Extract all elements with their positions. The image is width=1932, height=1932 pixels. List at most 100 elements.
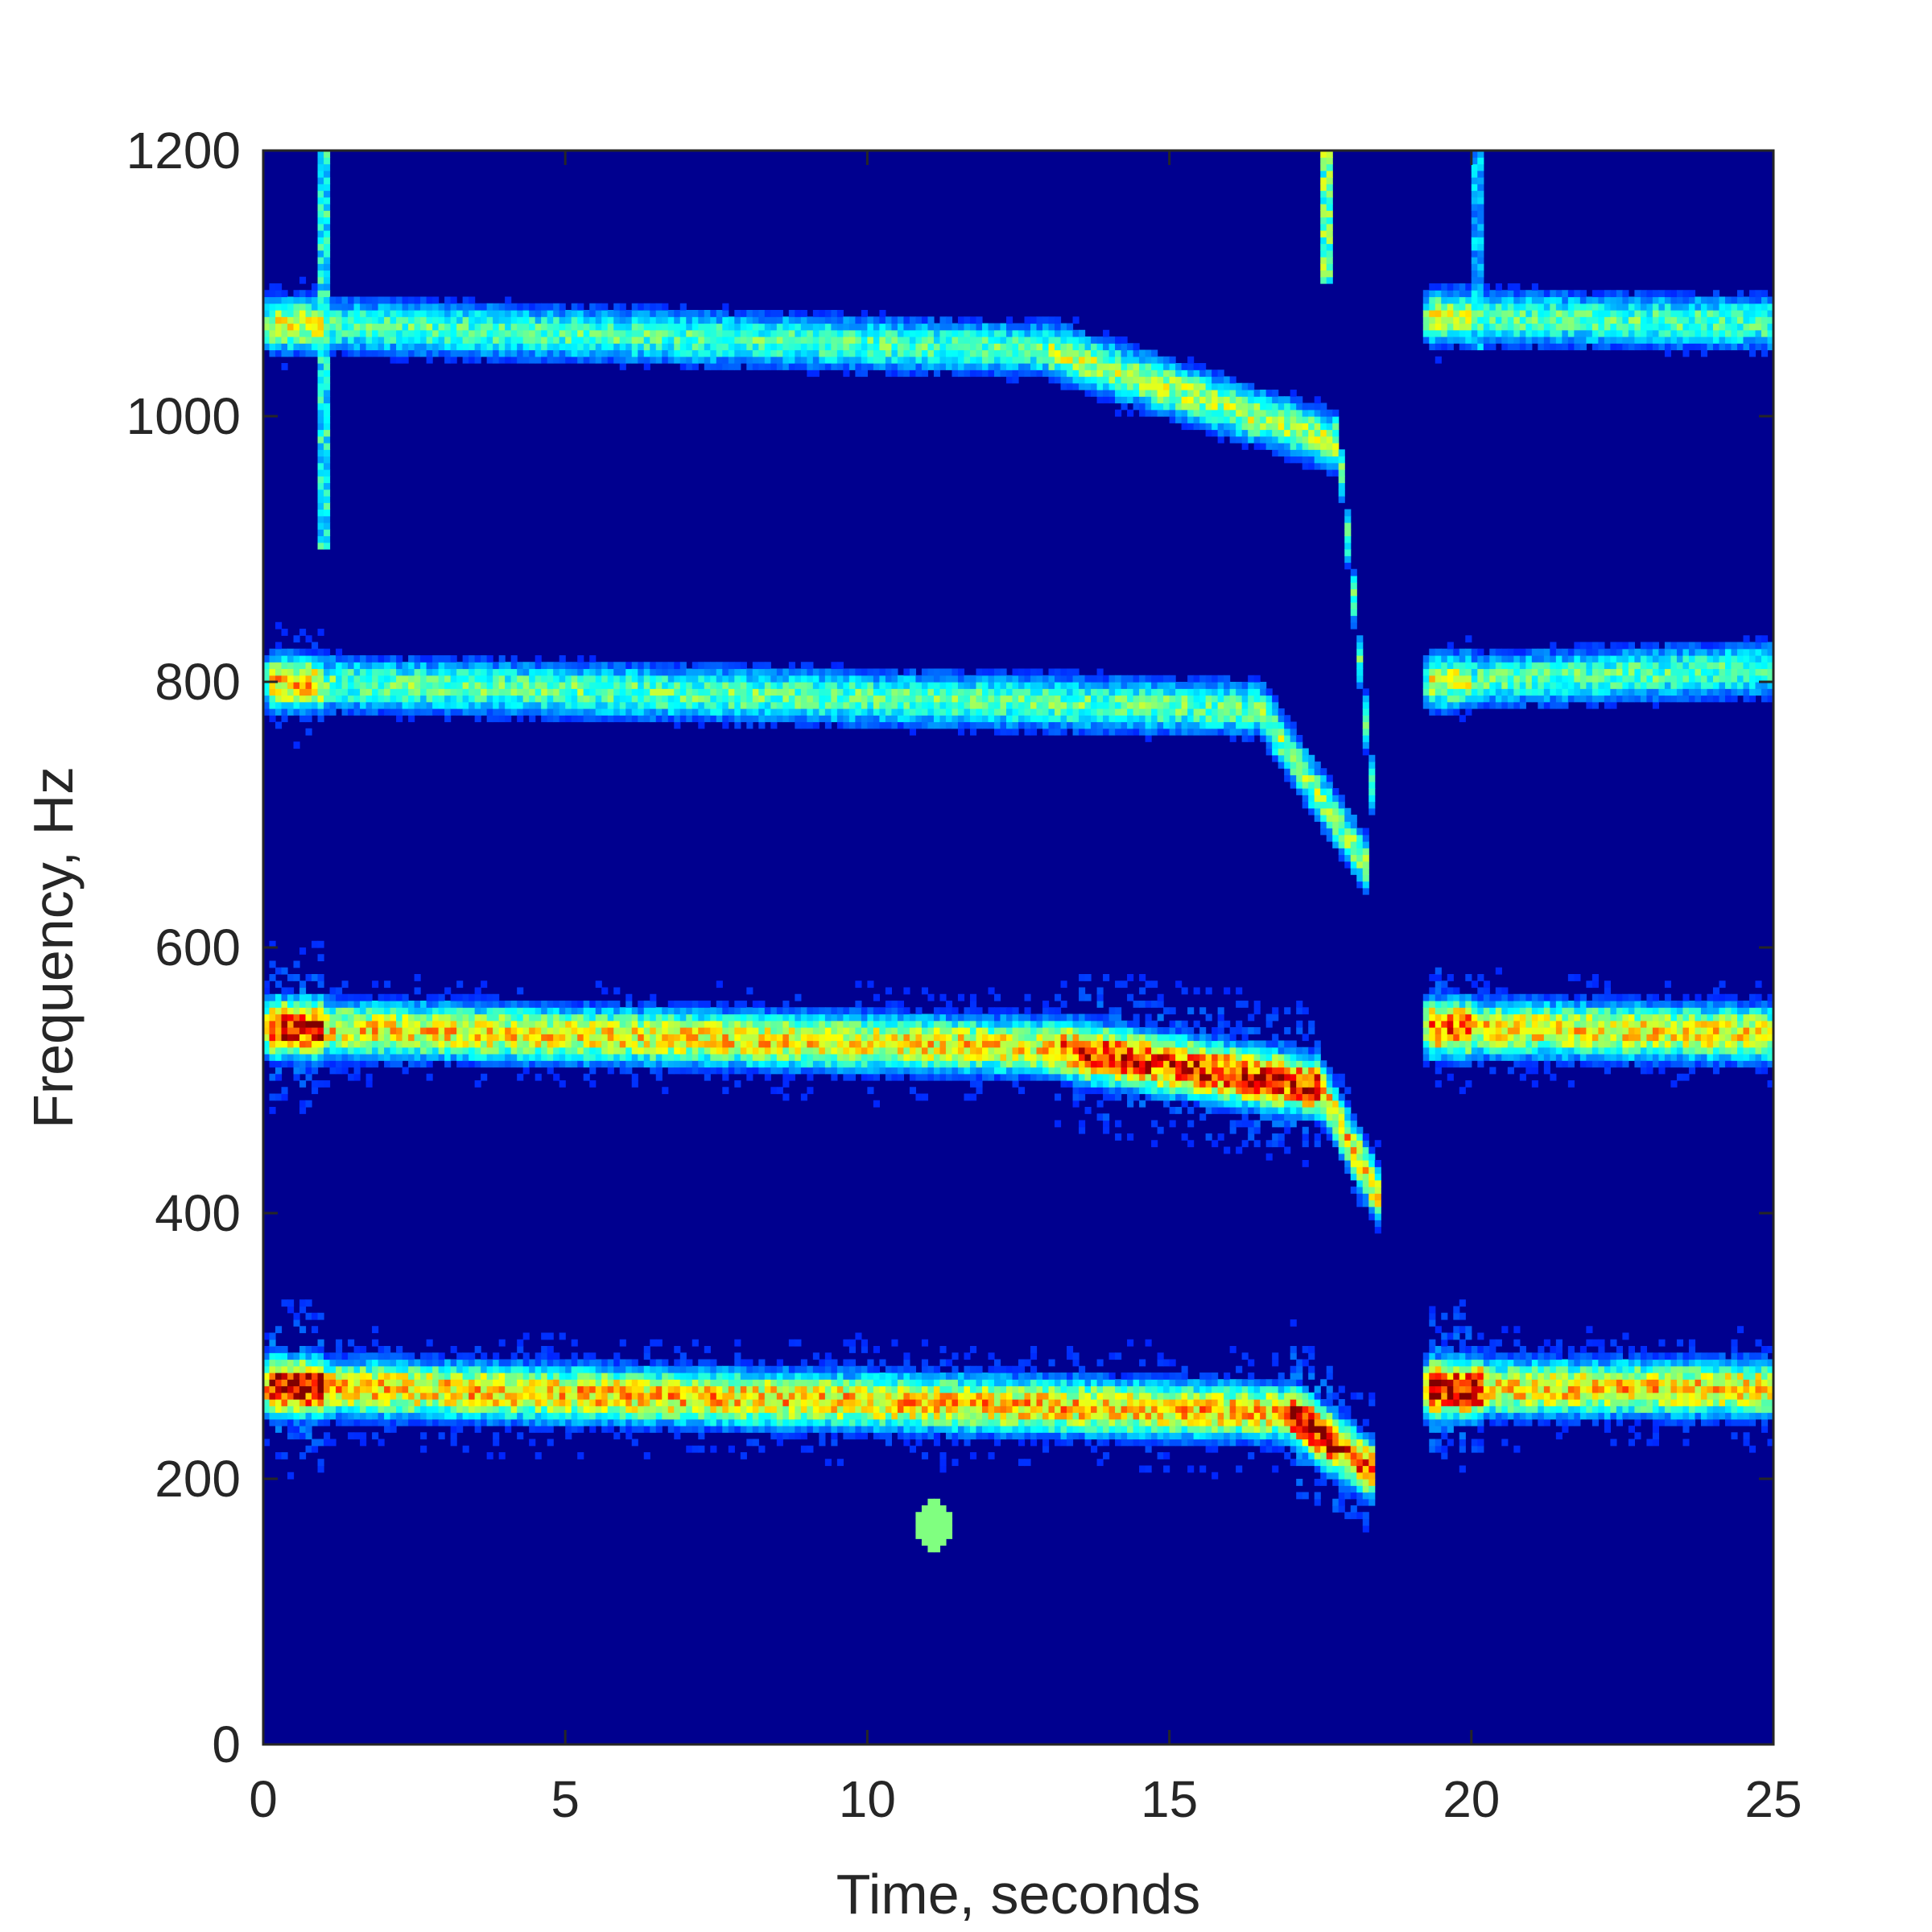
spectrogram-cell	[740, 1046, 747, 1055]
spectrogram-cell	[867, 1060, 874, 1068]
spectrogram-cell	[782, 323, 790, 331]
spectrogram-cell	[933, 349, 941, 357]
spectrogram-cell	[529, 1027, 536, 1034]
spectrogram-cell	[324, 376, 331, 384]
spectrogram-cell	[686, 1399, 693, 1406]
spectrogram-cell	[601, 701, 609, 709]
spectrogram-cell	[263, 662, 270, 670]
spectrogram-cell	[831, 1432, 838, 1440]
spectrogram-cell	[764, 310, 771, 317]
spectrogram-cell	[897, 369, 905, 378]
spectrogram-cell	[782, 1067, 790, 1075]
spectrogram-cell	[643, 675, 650, 683]
spectrogram-cell	[674, 1379, 681, 1387]
spectrogram-cell	[317, 1418, 324, 1426]
spectrogram-cell	[812, 1067, 819, 1075]
spectrogram-cell	[396, 1020, 403, 1028]
spectrogram-cell	[722, 1054, 729, 1061]
spectrogram-cell	[474, 668, 481, 676]
spectrogram-cell	[426, 1001, 433, 1008]
spectrogram-cell	[348, 1054, 355, 1061]
spectrogram-cell	[734, 1013, 741, 1022]
spectrogram-cell	[317, 1385, 324, 1393]
spectrogram-cell	[764, 1373, 771, 1380]
spectrogram-cell	[317, 270, 324, 278]
spectrogram-cell	[360, 682, 367, 689]
spectrogram-cell	[547, 1020, 554, 1028]
spectrogram-cell	[848, 1007, 856, 1015]
spectrogram-cell	[329, 1054, 336, 1061]
spectrogram-cell	[836, 1013, 844, 1022]
spectrogram-cell	[414, 1046, 421, 1055]
spectrogram-cell	[299, 1412, 307, 1420]
spectrogram-cell	[353, 1412, 361, 1420]
spectrogram-cell	[317, 323, 324, 331]
spectrogram-cell	[517, 1020, 524, 1028]
spectrogram-cell	[710, 1412, 717, 1420]
spectrogram-cell	[486, 310, 493, 317]
spectrogram-cell	[631, 1080, 638, 1088]
spectrogram-cell	[498, 343, 506, 351]
spectrogram-cell	[438, 1352, 445, 1360]
spectrogram-cell	[722, 1385, 729, 1393]
spectrogram-cell	[341, 1359, 349, 1367]
spectrogram-cell	[782, 1054, 790, 1061]
spectrogram-cell	[819, 1046, 826, 1055]
spectrogram-cell	[819, 675, 826, 683]
spectrogram-cell	[795, 1040, 802, 1048]
spectrogram-cell	[553, 343, 560, 351]
spectrogram-cell	[547, 1439, 554, 1447]
spectrogram-cell	[390, 1034, 397, 1042]
spectrogram-cell	[450, 1392, 457, 1400]
spectrogram-cell	[336, 329, 343, 337]
spectrogram-cell	[679, 1426, 687, 1433]
spectrogram-cell	[824, 1007, 832, 1015]
spectrogram-cell	[758, 1020, 766, 1028]
spectrogram-cell	[571, 715, 578, 723]
spectrogram-cell	[679, 1001, 687, 1008]
spectrogram-cell	[897, 1406, 905, 1414]
spectrogram-cell	[287, 1060, 295, 1068]
spectrogram-cell	[867, 1392, 874, 1400]
spectrogram-cell	[559, 1399, 566, 1406]
spectrogram-cell	[843, 1013, 850, 1022]
spectrogram-cell	[873, 688, 880, 696]
spectrogram-cell	[952, 682, 959, 689]
spectrogram-cell	[921, 1412, 929, 1420]
spectrogram-cell	[595, 715, 602, 723]
spectrogram-cell	[879, 701, 886, 709]
spectrogram-cell	[324, 290, 331, 298]
spectrogram-cell	[317, 476, 324, 484]
spectrogram-cell	[770, 1379, 778, 1387]
spectrogram-cell	[493, 1412, 500, 1420]
spectrogram-cell	[855, 329, 862, 337]
spectrogram-cell	[734, 1359, 741, 1367]
spectrogram-cell	[650, 1027, 657, 1034]
spectrogram-cell	[710, 1020, 717, 1028]
spectrogram-cell	[667, 336, 675, 344]
spectrogram-cell	[921, 1073, 929, 1081]
spectrogram-cell	[607, 715, 614, 723]
spectrogram-cell	[541, 688, 548, 696]
spectrogram-cell	[764, 708, 771, 716]
spectrogram-cell	[952, 1073, 959, 1081]
spectrogram-cell	[607, 695, 614, 703]
spectrogram-cell	[650, 1013, 657, 1022]
spectrogram-cell	[638, 1373, 645, 1380]
spectrogram-cell	[305, 1299, 312, 1307]
spectrogram-cell	[746, 336, 753, 344]
spectrogram-cell	[281, 1373, 288, 1380]
spectrogram-cell	[365, 993, 373, 1001]
spectrogram-cell	[667, 682, 675, 689]
spectrogram-cell	[481, 688, 488, 696]
spectrogram-cell	[577, 1001, 584, 1008]
spectrogram-cell	[722, 701, 729, 709]
spectrogram-cell	[281, 1352, 288, 1360]
spectrogram-cell	[571, 688, 578, 696]
spectrogram-cell	[438, 1365, 445, 1373]
spectrogram-cell	[402, 1406, 409, 1414]
spectrogram-cell	[426, 316, 433, 324]
spectrogram-cell	[631, 715, 638, 723]
spectrogram-cell	[481, 1040, 488, 1048]
spectrogram-cell	[450, 1406, 457, 1414]
